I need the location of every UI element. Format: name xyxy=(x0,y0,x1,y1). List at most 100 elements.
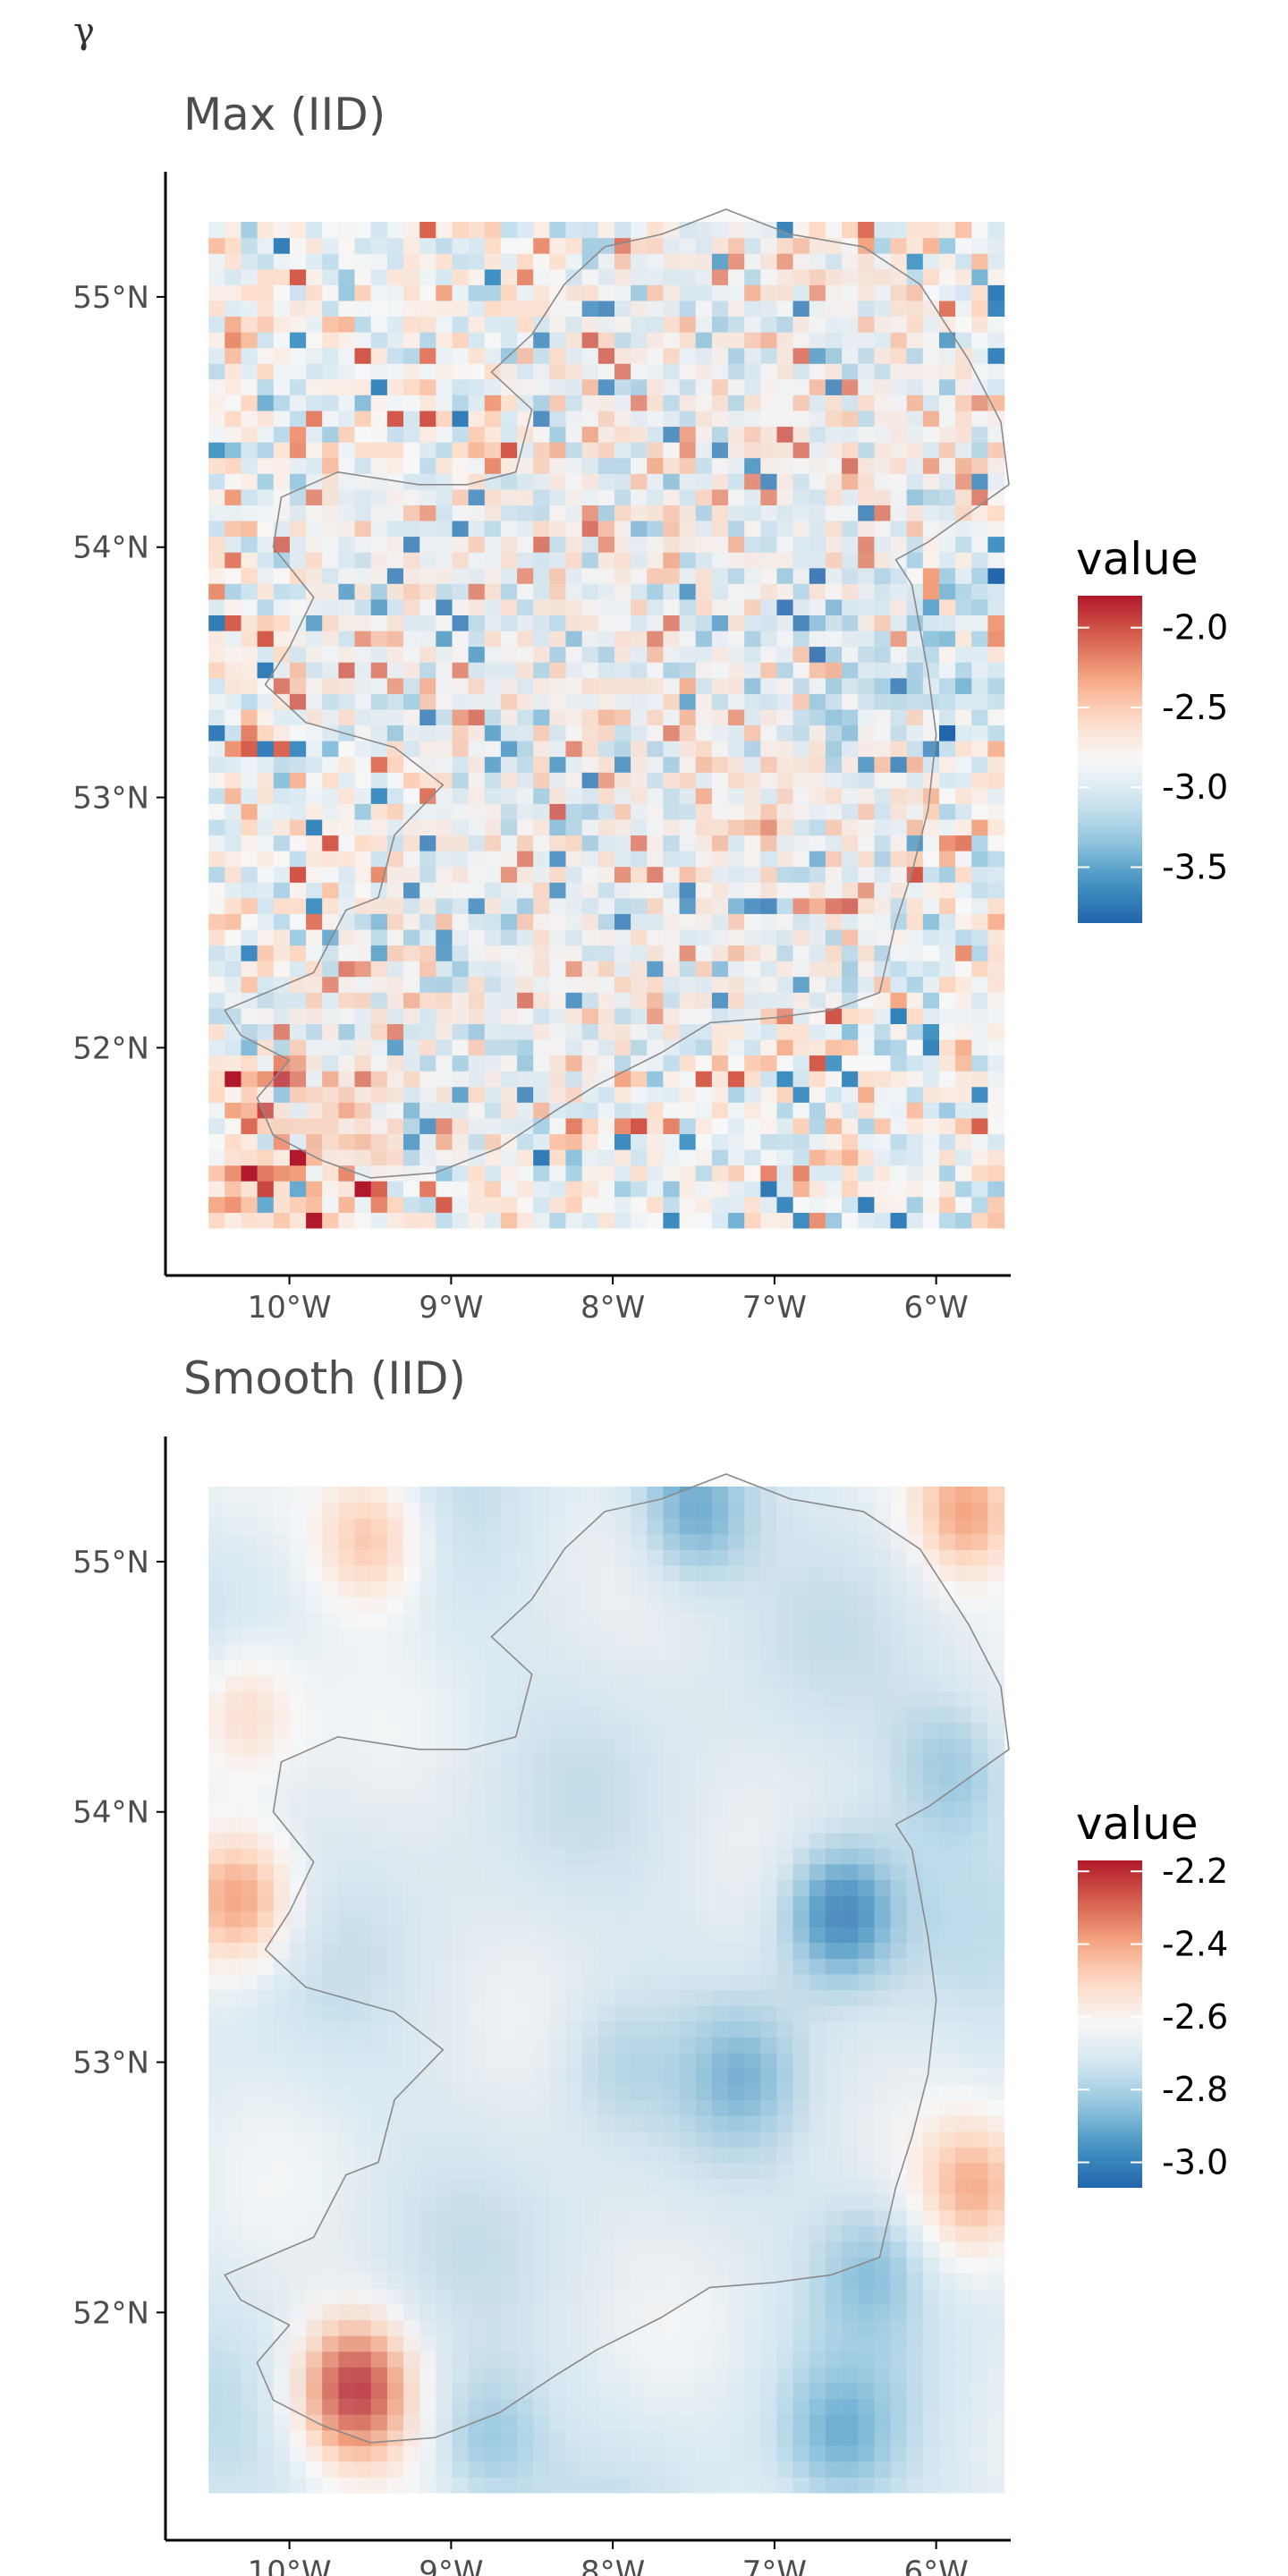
heatmap-cell xyxy=(842,1212,859,1229)
heatmap-cell xyxy=(225,945,242,962)
heatmap-cell xyxy=(322,2477,339,2494)
heatmap-cell xyxy=(436,1007,453,1024)
heatmap-cell xyxy=(597,882,615,899)
heatmap-cell xyxy=(987,1212,1005,1229)
heatmap-cell xyxy=(208,677,225,694)
heatmap-cell xyxy=(890,1023,908,1040)
heatmap-cell xyxy=(452,835,470,852)
heatmap-cell xyxy=(971,1927,989,1944)
heatmap-cell xyxy=(890,1196,908,1213)
heatmap-cell xyxy=(208,741,225,758)
heatmap-cell xyxy=(306,2115,323,2132)
heatmap-cell xyxy=(939,2209,956,2226)
heatmap-cell xyxy=(484,1071,502,1088)
heatmap-cell xyxy=(533,2477,550,2494)
heatmap-cell xyxy=(322,2115,339,2132)
heatmap-cell xyxy=(436,363,453,380)
heatmap-cell xyxy=(647,2382,665,2399)
heatmap-cell xyxy=(370,897,388,914)
heatmap-cell xyxy=(338,928,356,946)
heatmap-cell xyxy=(631,1038,648,1056)
heatmap-cell xyxy=(354,2005,372,2022)
heatmap-cell xyxy=(581,961,599,978)
heatmap-cell xyxy=(858,961,875,978)
heatmap-cell xyxy=(776,882,794,899)
heatmap-cell xyxy=(695,2382,713,2399)
heatmap-cell xyxy=(922,2398,940,2415)
heatmap-cell xyxy=(306,961,323,978)
heatmap-cell xyxy=(842,2351,859,2368)
heatmap-cell xyxy=(257,1055,275,1072)
heatmap-cell xyxy=(468,2461,486,2478)
heatmap-cell xyxy=(858,1102,875,1119)
heatmap-cell xyxy=(322,772,339,789)
heatmap-cell xyxy=(939,851,956,868)
heatmap-cell xyxy=(208,2272,225,2289)
heatmap-cell xyxy=(370,1071,388,1088)
heatmap-cell xyxy=(241,1196,258,1213)
heatmap-cell xyxy=(906,2414,924,2431)
heatmap-cell xyxy=(809,222,826,239)
heatmap-cell xyxy=(939,913,956,930)
heatmap-cell xyxy=(419,2477,436,2494)
heatmap-cell xyxy=(939,945,956,962)
heatmap-cell xyxy=(549,945,567,962)
heatmap-cell xyxy=(825,945,843,962)
heatmap-cell xyxy=(500,897,518,914)
heatmap-cell xyxy=(436,1023,453,1040)
heatmap-cell xyxy=(614,976,631,993)
heatmap-cell xyxy=(711,1086,729,1103)
heatmap-cell xyxy=(306,394,323,411)
heatmap-cell xyxy=(874,1007,892,1024)
heatmap-cell xyxy=(322,1133,339,1150)
heatmap-cell xyxy=(549,2461,567,2478)
heatmap-cell xyxy=(631,2461,648,2478)
heatmap-cell xyxy=(419,457,436,474)
heatmap-cell xyxy=(500,945,518,962)
heatmap-cell xyxy=(225,1133,242,1150)
heatmap-cell xyxy=(403,253,420,270)
heatmap-cell xyxy=(922,882,940,899)
heatmap-cell xyxy=(744,1086,761,1103)
heatmap-cell xyxy=(419,300,436,317)
heatmap-cell xyxy=(306,1212,323,1229)
heatmap-cell xyxy=(971,2037,989,2054)
heatmap-cell xyxy=(955,928,972,946)
heatmap-cell xyxy=(500,222,518,239)
heatmap-cell xyxy=(403,1055,420,1072)
heatmap-cell xyxy=(695,945,713,962)
heatmap-cell xyxy=(874,2288,892,2305)
heatmap-cell xyxy=(338,363,356,380)
heatmap-cell xyxy=(890,222,908,239)
heatmap-cell xyxy=(517,268,534,285)
heatmap-cell xyxy=(306,363,323,380)
heatmap-cell xyxy=(419,1149,436,1166)
heatmap-cell xyxy=(225,646,242,663)
heatmap-cell xyxy=(419,394,436,411)
heatmap-cell xyxy=(468,457,486,474)
heatmap-cell xyxy=(955,961,972,978)
heatmap-cell xyxy=(452,1086,470,1103)
heatmap-cell xyxy=(922,1133,940,1150)
heatmap-cell xyxy=(306,787,323,804)
heatmap-cell xyxy=(776,1181,794,1198)
heatmap-cell xyxy=(225,2021,242,2038)
heatmap-cell xyxy=(257,2083,275,2101)
heatmap-cell xyxy=(971,897,989,914)
heatmap-cell xyxy=(647,2477,665,2494)
heatmap-cell xyxy=(386,410,404,428)
heatmap-cell xyxy=(484,332,502,349)
heatmap-cell xyxy=(273,2225,291,2242)
heatmap-cell xyxy=(858,1133,875,1150)
heatmap-cell xyxy=(647,2335,665,2352)
heatmap-cell xyxy=(436,1117,453,1134)
heatmap-cell xyxy=(273,756,291,773)
heatmap-cell xyxy=(906,866,924,883)
heatmap-cell xyxy=(338,756,356,773)
heatmap-cell xyxy=(711,1038,729,1056)
heatmap-cell xyxy=(631,222,648,239)
color-legend: value-2.0-2.5-3.0-3.5 xyxy=(1076,533,1228,923)
heatmap-cell xyxy=(208,2115,225,2132)
heatmap-cell xyxy=(419,2445,436,2462)
heatmap-cell xyxy=(386,851,404,868)
